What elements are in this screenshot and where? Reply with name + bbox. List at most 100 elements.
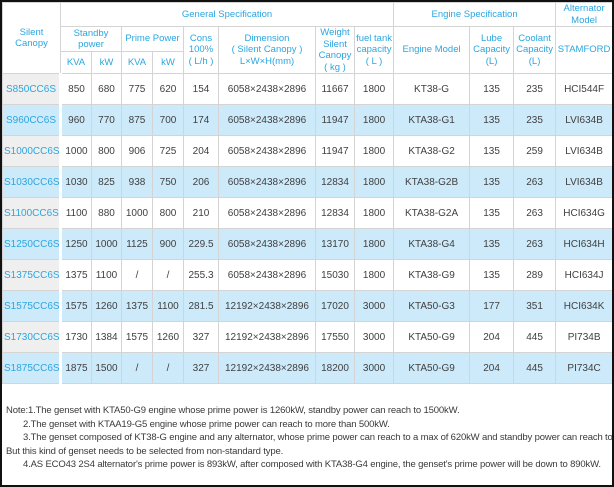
- cell-cons: 174: [183, 104, 219, 136]
- cell-prime_kva: 938: [121, 166, 153, 198]
- cell-prime_kva: 906: [121, 135, 153, 167]
- cell-fuel: 1800: [353, 135, 395, 167]
- cell-engine: KTA50-G9: [393, 321, 471, 353]
- header-standby-kw: kW: [91, 51, 122, 74]
- cell-cons: 229.5: [183, 228, 219, 260]
- cell-prime_kw: 725: [152, 135, 184, 167]
- header-standby-power: Standby power: [60, 26, 122, 52]
- cell-prime_kva: /: [121, 352, 153, 384]
- cell-fuel: 1800: [353, 73, 395, 105]
- table-row: S850CC6S 850 680 775 620 154 6058×2438×2896 116…: [2, 73, 612, 105]
- model-link[interactable]: S1250CC6S: [2, 228, 62, 260]
- cell-weight: 18200: [315, 352, 355, 384]
- cell-standby_kva: 1000: [60, 135, 92, 167]
- cell-engine: KTA38-G2: [393, 135, 471, 167]
- note-line: 4.AS ECO43 2S4 alternator's prime power …: [23, 459, 601, 470]
- note-line: 2.The genset with KTAA19-G5 engine whose…: [23, 418, 390, 430]
- header-engine-model: Engine Model: [393, 26, 471, 74]
- model-link[interactable]: S1100CC6S: [2, 197, 62, 229]
- cell-dimension: 6058×2438×2896: [218, 104, 316, 136]
- cell-alternator: HCI544F: [555, 73, 612, 105]
- cell-coolant: 263: [513, 228, 557, 260]
- model-link[interactable]: S1575CC6S: [2, 290, 62, 322]
- cell-standby_kw: 680: [91, 73, 122, 105]
- cell-dimension: 6058×2438×2896: [218, 166, 316, 198]
- cell-coolant: 259: [513, 135, 557, 167]
- cell-standby_kw: 1000: [91, 228, 122, 260]
- cell-standby_kva: 1875: [60, 352, 92, 384]
- model-link[interactable]: S1000CC6S: [2, 135, 62, 167]
- cell-standby_kw: 1384: [91, 321, 122, 353]
- cell-prime_kva: 775: [121, 73, 153, 105]
- note-line: Note:1.The genset with KTA50-G9 engine w…: [6, 405, 460, 416]
- cell-engine: KTA38-G2A: [393, 197, 471, 229]
- cell-alternator: PI734C: [555, 352, 612, 384]
- cell-coolant: 445: [513, 321, 557, 353]
- cell-alternator: HCI634G: [555, 197, 612, 229]
- cell-cons: 206: [183, 166, 219, 198]
- cell-prime_kw: 900: [152, 228, 184, 260]
- cell-lube: 204: [469, 321, 515, 353]
- cell-fuel: 1800: [353, 228, 395, 260]
- model-link[interactable]: S1730CC6S: [2, 321, 62, 353]
- header-prime-power: Prime Power: [121, 26, 184, 52]
- header-lube-capacity: Lube Capacity (L): [469, 26, 515, 74]
- cell-fuel: 1800: [353, 197, 395, 229]
- model-link[interactable]: S1875CC6S: [2, 352, 62, 384]
- cell-cons: 255.3: [183, 259, 219, 291]
- header-silent-canopy: Silent Canopy: [2, 2, 61, 74]
- cell-prime_kw: 800: [152, 197, 184, 229]
- cell-standby_kw: 880: [91, 197, 122, 229]
- cell-coolant: 235: [513, 104, 557, 136]
- cell-coolant: 263: [513, 197, 557, 229]
- cell-fuel: 1800: [353, 166, 395, 198]
- table-row: S1875CC6S 1875 1500//327 12192×2438×2896 182…: [2, 352, 612, 384]
- model-link[interactable]: S960CC6S: [2, 104, 62, 136]
- cell-alternator: LVI634B: [555, 135, 612, 167]
- cell-standby_kw: 1260: [91, 290, 122, 322]
- cell-prime_kw: /: [152, 352, 184, 384]
- cell-dimension: 12192×2438×2896: [218, 290, 316, 322]
- cell-prime_kw: 1100: [152, 290, 184, 322]
- cell-alternator: HCI634J: [555, 259, 612, 291]
- cell-engine: KTA38-G2B: [393, 166, 471, 198]
- cell-cons: 154: [183, 73, 219, 105]
- cell-weight: 12834: [315, 197, 355, 229]
- cell-prime_kva: 1375: [121, 290, 153, 322]
- cell-weight: 13170: [315, 228, 355, 260]
- cell-prime_kva: 1575: [121, 321, 153, 353]
- cell-dimension: 6058×2438×2896: [218, 197, 316, 229]
- cell-fuel: 1800: [353, 104, 395, 136]
- table-row: S1730CC6S 1730 1384 1575 1260 327 12192×2438×2…: [2, 321, 612, 353]
- header-weight: Weight Silent Canopy ( kg ): [315, 26, 355, 74]
- model-link[interactable]: S1030CC6S: [2, 166, 62, 198]
- header-engine-specification: Engine Specification: [393, 2, 557, 27]
- cell-dimension: 6058×2438×2896: [218, 228, 316, 260]
- cell-lube: 135: [469, 73, 515, 105]
- cell-prime_kw: 1260: [152, 321, 184, 353]
- spec-table: Silent Canopy General Specification Engi…: [2, 2, 612, 384]
- cell-dimension: 6058×2438×2896: [218, 259, 316, 291]
- cell-fuel: 3000: [353, 321, 395, 353]
- cell-standby_kw: 1100: [91, 259, 122, 291]
- cell-standby_kva: 1100: [60, 197, 92, 229]
- cell-engine: KTA50-G3: [393, 290, 471, 322]
- note-line: 3.The genset composed of KT38-G engine a…: [23, 432, 614, 443]
- model-link[interactable]: S850CC6S: [2, 73, 62, 105]
- table-row: S1575CC6S 1575 1260 1375 1100 281.5 12192×2438…: [2, 290, 612, 322]
- model-link[interactable]: S1375CC6S: [2, 259, 62, 291]
- cell-alternator: HCI634K: [555, 290, 612, 322]
- cell-coolant: 235: [513, 73, 557, 105]
- cell-prime_kva: 1125: [121, 228, 153, 260]
- cell-lube: 135: [469, 166, 515, 198]
- cell-weight: 17020: [315, 290, 355, 322]
- cell-standby_kva: 1575: [60, 290, 92, 322]
- cell-lube: 135: [469, 135, 515, 167]
- table-row: S1250CC6S 1250 1000 1125 900 229.5 6058×2438×2…: [2, 228, 612, 260]
- cell-fuel: 3000: [353, 352, 395, 384]
- cell-standby_kw: 770: [91, 104, 122, 136]
- header-prime-kva: KVA: [121, 51, 153, 74]
- cell-prime_kw: 750: [152, 166, 184, 198]
- cell-weight: 12834: [315, 166, 355, 198]
